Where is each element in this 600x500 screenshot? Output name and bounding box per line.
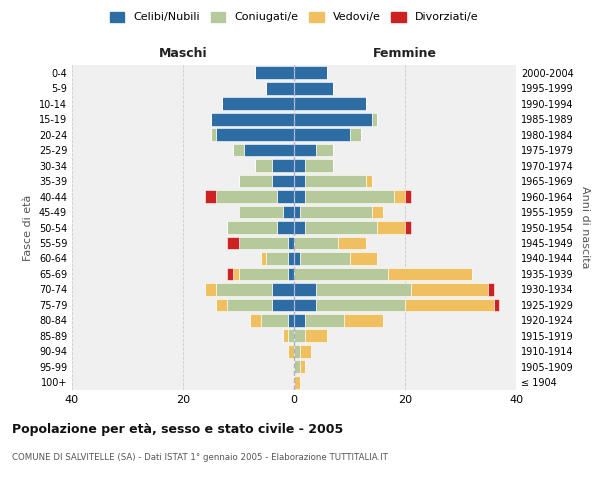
Bar bbox=[294, 82, 333, 94]
Bar bbox=[294, 66, 328, 79]
Bar bbox=[289, 314, 294, 326]
Bar bbox=[289, 252, 294, 265]
Bar bbox=[272, 159, 294, 172]
Bar bbox=[366, 174, 372, 188]
Bar bbox=[239, 236, 289, 250]
Text: Maschi: Maschi bbox=[158, 48, 208, 60]
Bar bbox=[388, 268, 472, 280]
Bar bbox=[272, 298, 294, 311]
Bar bbox=[266, 252, 289, 265]
Bar bbox=[294, 268, 388, 280]
Y-axis label: Fasce di età: Fasce di età bbox=[23, 194, 33, 260]
Bar bbox=[294, 144, 316, 156]
Bar bbox=[294, 330, 305, 342]
Bar bbox=[205, 283, 217, 296]
Bar bbox=[294, 345, 299, 358]
Bar bbox=[294, 190, 305, 203]
Bar bbox=[316, 144, 333, 156]
Legend: Celibi/Nubili, Coniugati/e, Vedovi/e, Divorziati/e: Celibi/Nubili, Coniugati/e, Vedovi/e, Di… bbox=[105, 8, 483, 27]
Bar bbox=[239, 206, 283, 218]
Bar bbox=[294, 360, 299, 373]
Bar bbox=[305, 159, 333, 172]
Text: COMUNE DI SALVITELLE (SA) - Dati ISTAT 1° gennaio 2005 - Elaborazione TUTTITALIA: COMUNE DI SALVITELLE (SA) - Dati ISTAT 1… bbox=[12, 452, 388, 462]
Bar bbox=[410, 283, 488, 296]
Bar bbox=[227, 298, 272, 311]
Bar bbox=[217, 190, 277, 203]
Bar bbox=[266, 82, 294, 94]
Bar bbox=[244, 144, 294, 156]
Bar bbox=[294, 283, 316, 296]
Bar bbox=[261, 252, 266, 265]
Bar bbox=[305, 314, 344, 326]
Bar bbox=[272, 283, 294, 296]
Bar bbox=[294, 236, 338, 250]
Bar bbox=[488, 283, 494, 296]
Bar bbox=[294, 376, 299, 388]
Bar bbox=[394, 190, 405, 203]
Bar bbox=[316, 298, 405, 311]
Bar bbox=[255, 159, 272, 172]
Bar bbox=[289, 268, 294, 280]
Bar bbox=[344, 314, 383, 326]
Bar bbox=[294, 113, 372, 126]
Bar bbox=[294, 252, 299, 265]
Bar bbox=[233, 144, 244, 156]
Bar bbox=[227, 221, 277, 234]
Bar bbox=[289, 330, 294, 342]
Bar bbox=[205, 190, 217, 203]
Y-axis label: Anni di nascita: Anni di nascita bbox=[580, 186, 590, 269]
Bar bbox=[299, 360, 305, 373]
Bar bbox=[299, 252, 350, 265]
Bar bbox=[294, 206, 299, 218]
Bar bbox=[305, 221, 377, 234]
Bar bbox=[255, 66, 294, 79]
Bar bbox=[294, 159, 305, 172]
Bar bbox=[233, 268, 239, 280]
Bar bbox=[261, 314, 289, 326]
Bar bbox=[211, 113, 294, 126]
Bar bbox=[294, 98, 366, 110]
Bar bbox=[405, 221, 410, 234]
Bar bbox=[294, 128, 350, 141]
Bar bbox=[294, 298, 316, 311]
Bar bbox=[316, 283, 410, 296]
Bar bbox=[294, 174, 305, 188]
Bar bbox=[227, 236, 239, 250]
Bar bbox=[239, 268, 289, 280]
Bar bbox=[289, 345, 294, 358]
Bar bbox=[350, 128, 361, 141]
Bar bbox=[283, 206, 294, 218]
Bar bbox=[372, 206, 383, 218]
Bar bbox=[338, 236, 366, 250]
Bar bbox=[372, 113, 377, 126]
Bar bbox=[294, 314, 305, 326]
Bar bbox=[305, 174, 366, 188]
Bar bbox=[227, 268, 233, 280]
Bar bbox=[217, 298, 227, 311]
Bar bbox=[494, 298, 499, 311]
Bar bbox=[277, 221, 294, 234]
Bar bbox=[299, 345, 311, 358]
Text: Popolazione per età, sesso e stato civile - 2005: Popolazione per età, sesso e stato civil… bbox=[12, 422, 343, 436]
Bar bbox=[405, 298, 494, 311]
Text: Femmine: Femmine bbox=[373, 48, 437, 60]
Bar bbox=[299, 206, 372, 218]
Bar bbox=[350, 252, 377, 265]
Bar bbox=[289, 236, 294, 250]
Bar bbox=[239, 174, 272, 188]
Bar bbox=[277, 190, 294, 203]
Bar bbox=[283, 330, 289, 342]
Bar bbox=[294, 221, 305, 234]
Bar bbox=[217, 128, 294, 141]
Bar bbox=[217, 283, 272, 296]
Bar bbox=[222, 98, 294, 110]
Bar bbox=[211, 128, 217, 141]
Bar bbox=[377, 221, 405, 234]
Bar bbox=[272, 174, 294, 188]
Bar bbox=[305, 330, 328, 342]
Bar bbox=[405, 190, 410, 203]
Bar bbox=[250, 314, 261, 326]
Bar bbox=[305, 190, 394, 203]
